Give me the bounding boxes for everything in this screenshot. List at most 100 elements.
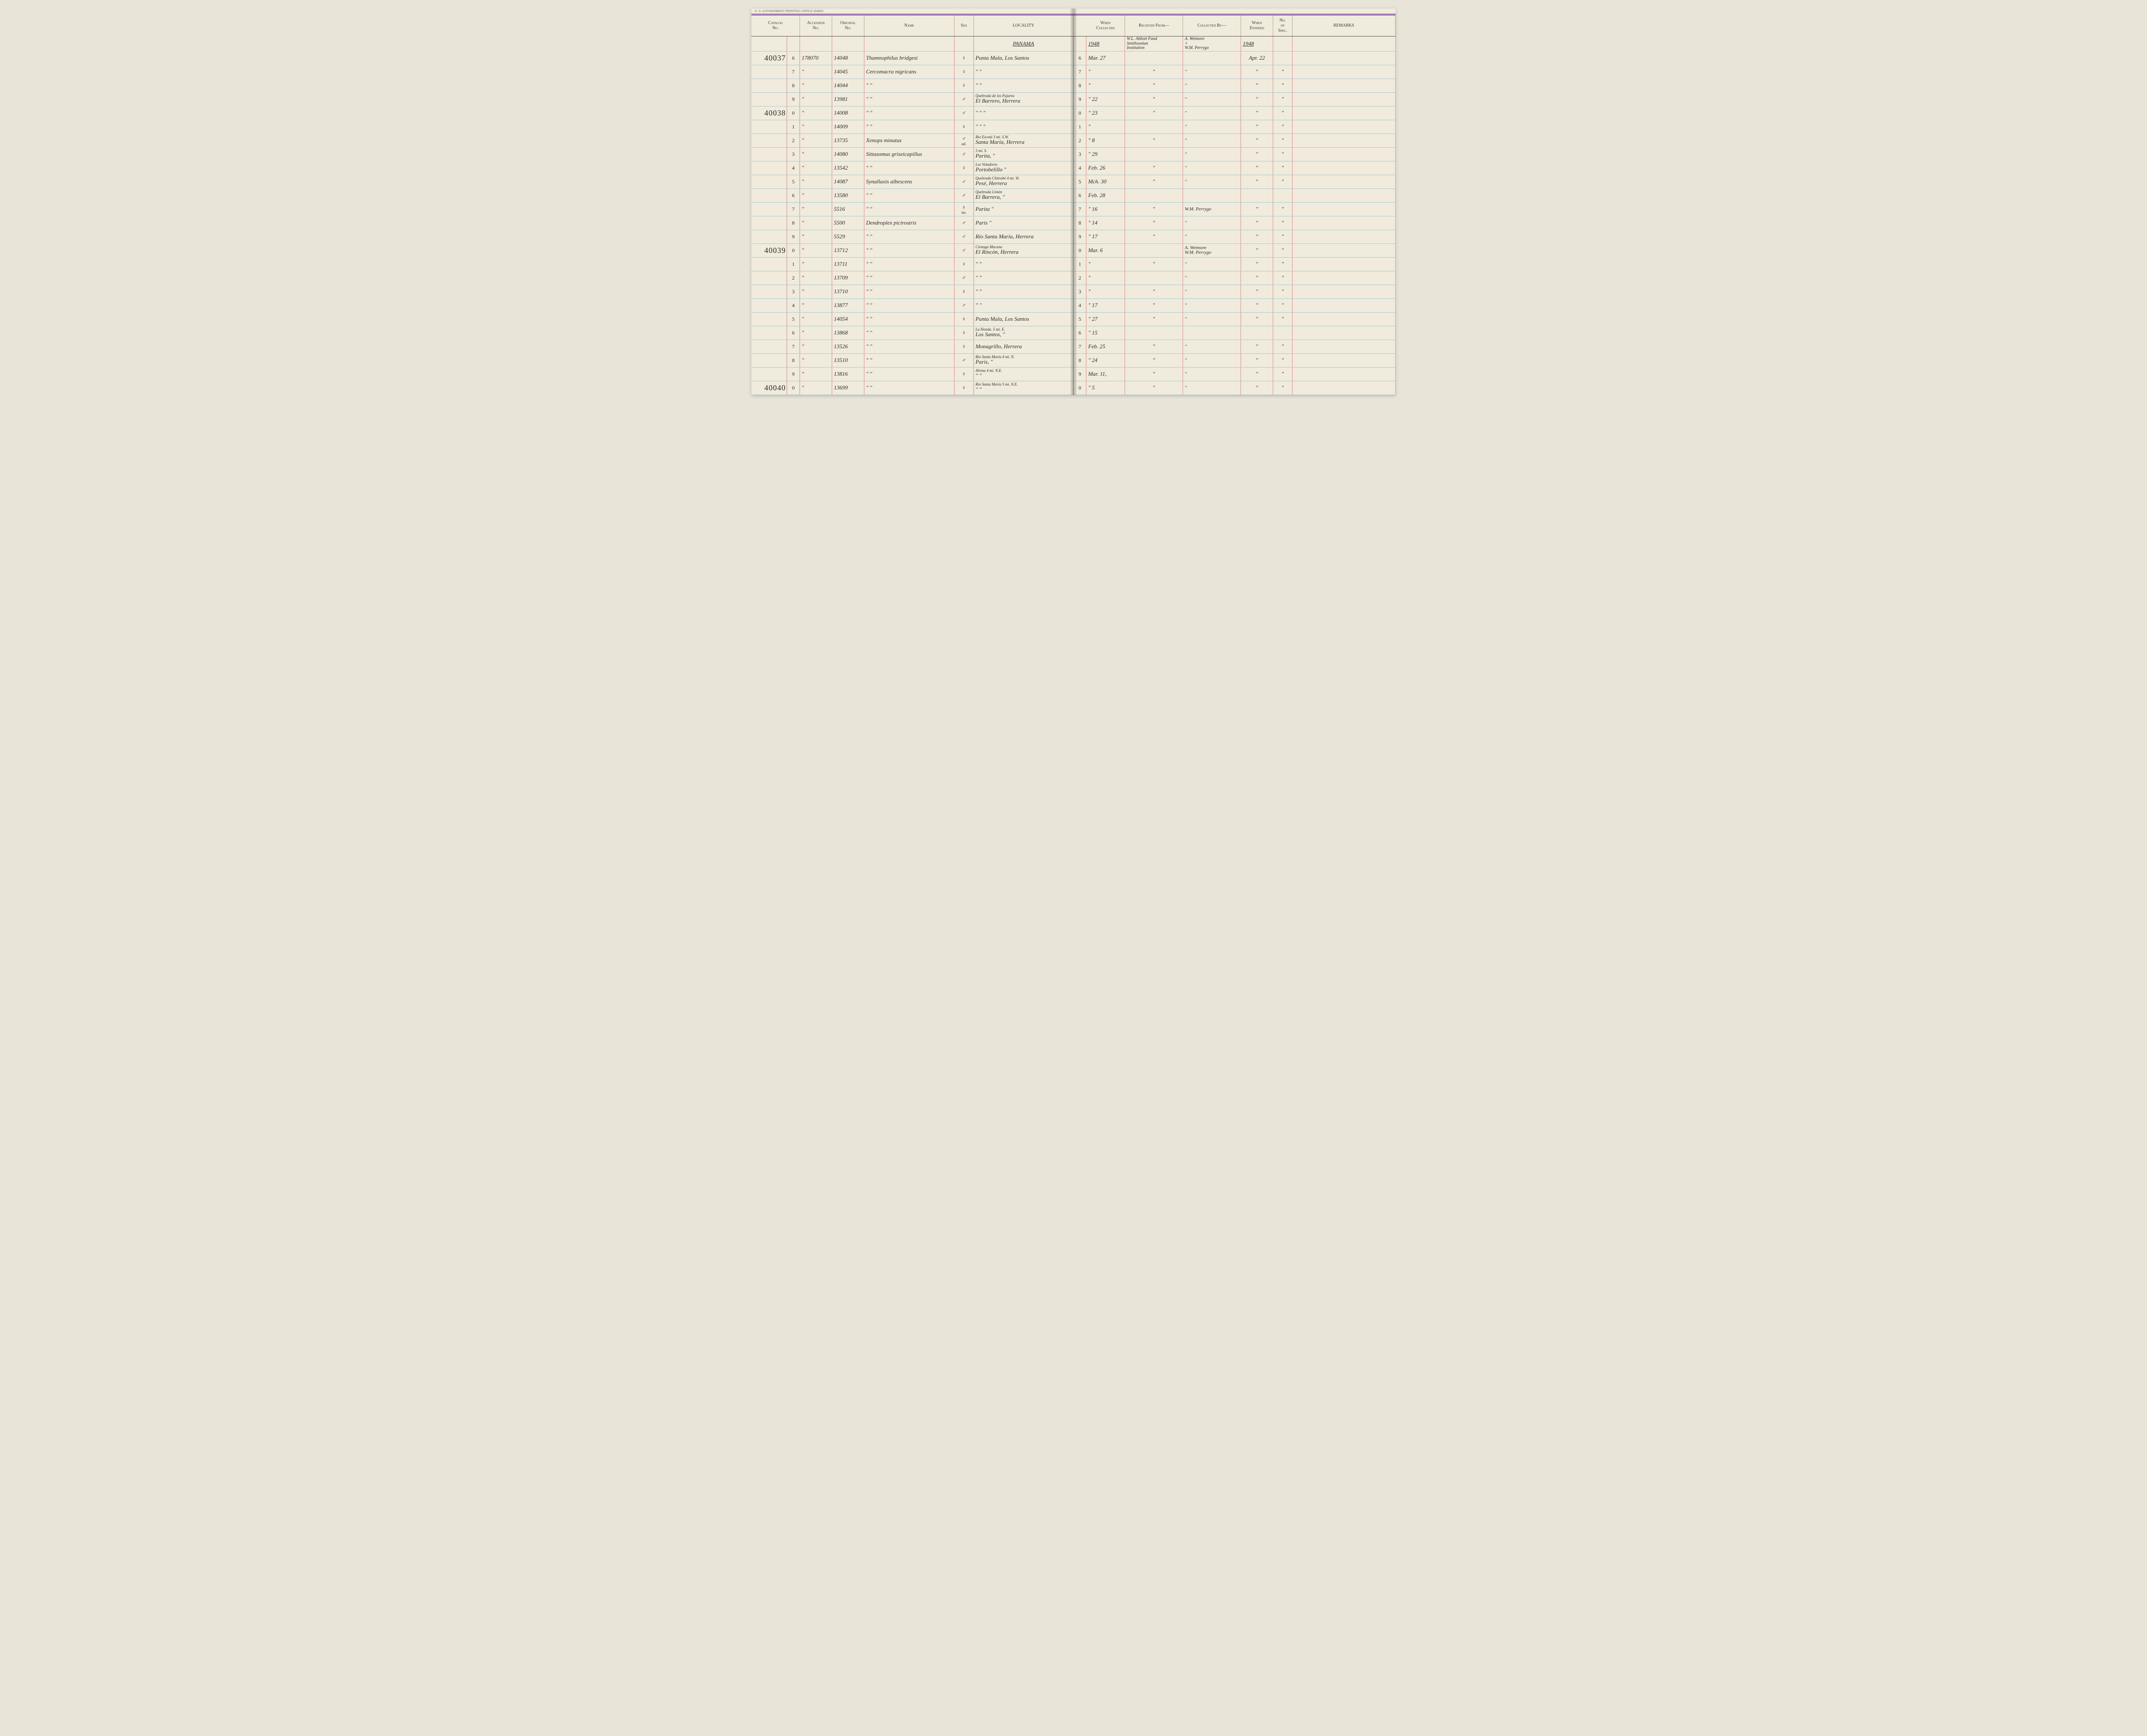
cell: Feb. 28 [1086,188,1125,202]
cell: 14080 [832,147,864,161]
cell: " [1273,161,1292,175]
cell [751,326,787,340]
cell [751,367,787,381]
cell: " [1125,106,1183,120]
cell: " [800,120,832,134]
cell [1292,367,1396,381]
cell: Mch. 30 [1086,175,1125,188]
cell: 13816 [832,367,864,381]
cell: " [1125,312,1183,326]
cell: " " [864,367,954,381]
cell: Punta Mala, Los Santos [973,51,1073,65]
cell: " " [864,285,954,298]
cell: " [1086,79,1125,92]
cell: " [1273,381,1292,395]
cell: " [800,230,832,243]
cell: " [1273,257,1292,271]
cell-collected-by: " [1183,92,1241,106]
cell: " [1273,202,1292,216]
cell: 13981 [832,92,864,106]
cell [751,216,787,230]
book-spine [1070,9,1077,395]
cell-collected-by: " [1183,216,1241,230]
cell: " [1241,340,1273,353]
cell [751,285,787,298]
col-remarks: REMARKS [1292,15,1396,36]
cell: " [1241,79,1273,92]
cell: 7 [787,340,800,353]
cell [1292,202,1396,216]
cell-sex: ♀ [954,120,973,134]
cell: 40040 [751,381,787,395]
cell: Río Escotá 3 mi. S.W.Santa María, Herrer… [973,134,1073,147]
cell: " " [864,298,954,312]
cell: " [1125,161,1183,175]
cell: 6 [787,188,800,202]
cell: 13542 [832,161,864,175]
cell: 7 [787,65,800,79]
cell: " [800,340,832,353]
cell: " [1273,65,1292,79]
cell: 13709 [832,271,864,285]
cell [1125,147,1183,161]
cell: " " [864,353,954,367]
cell: " [800,257,832,271]
cell-collected-by: " [1183,79,1241,92]
cell-collected-by: A. WetmoreW.M. Perrygo [1183,243,1241,257]
cell: " " [864,202,954,216]
col-collected-by: Collected By— [1183,15,1241,36]
col-accession: AccessionNo. [800,15,832,36]
cell: Mar. 11, [1086,367,1125,381]
cell: " [800,188,832,202]
cell: 8 [787,353,800,367]
cell: " " [973,65,1073,79]
cell [1125,120,1183,134]
cell-sex: ♀ [954,381,973,395]
cell: " " [864,271,954,285]
cell: " [1273,367,1292,381]
cell: " " [864,188,954,202]
cell-sex: ♂ [954,92,973,106]
cell: Cienaga MacanaEl Rincón, Herrera [973,243,1073,257]
col-catalog: CatalogNo. [751,15,800,36]
cell: " [1125,202,1183,216]
cell: " " [864,326,954,340]
ledger-page: U. S. GOVERNMENT PRINTING OFFICE 664093 … [751,9,1396,395]
cell: 9 [787,92,800,106]
cell-sex: ♂ [954,175,973,188]
cell [1292,381,1396,395]
cell: Punta Mala, Los Santos [973,312,1073,326]
cell: Paris " [973,216,1073,230]
cell: " [1125,367,1183,381]
cell: 4 [787,298,800,312]
cell: " [800,161,832,175]
cell [751,175,787,188]
cell-sex: ♀ [954,367,973,381]
cell: Mar. 6 [1086,243,1125,257]
cell [1292,340,1396,353]
cell: " [1125,340,1183,353]
cell: " [800,134,832,147]
col-original: OriginalNo. [832,15,864,36]
cell: Dendroplex picirostris [864,216,954,230]
cell: " " [973,79,1073,92]
cell [751,134,787,147]
cell: 5529 [832,230,864,243]
cell [1292,285,1396,298]
cell: " [1273,285,1292,298]
cell [1292,298,1396,312]
cell: " " [864,79,954,92]
cell-collected-by: " [1183,175,1241,188]
cell: " [1125,216,1183,230]
cell-sex: ♂ [954,298,973,312]
cell: " " [864,257,954,271]
cell-collected-by [1183,326,1241,340]
cell-collected-by: " [1183,161,1241,175]
cell: " [1273,340,1292,353]
cell: 4 [787,161,800,175]
cell: 13868 [832,326,864,340]
cell [751,120,787,134]
cell: Quebrada Chitrabé 4 mi. W.Pesé, Herrera [973,175,1073,188]
cell: " [1273,175,1292,188]
cell [1292,106,1396,120]
